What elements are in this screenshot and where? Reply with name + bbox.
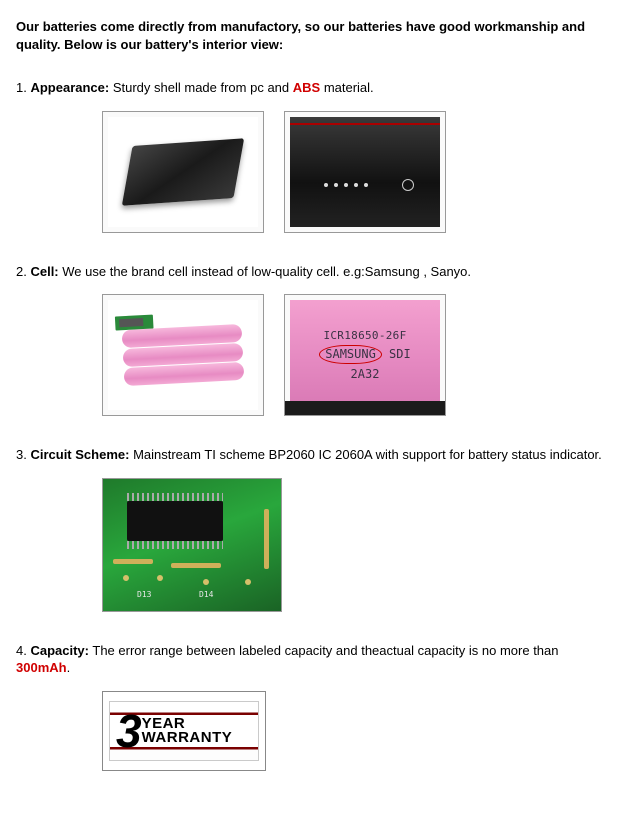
abs-highlight: ABS <box>293 80 320 95</box>
warranty-number: 3 <box>110 708 140 754</box>
appearance-images <box>16 111 614 233</box>
circuit-text: 3. Circuit Scheme: Mainstream TI scheme … <box>16 446 614 464</box>
silk-d14: D14 <box>199 590 213 601</box>
cell-brand-line: SAMSUNG SDI <box>319 345 410 363</box>
silk-d13: D13 <box>137 590 151 601</box>
num: 2. <box>16 264 30 279</box>
appearance-text: 1. Appearance: Sturdy shell made from pc… <box>16 79 614 97</box>
warranty-badge: 3 YEAR WARRANTY <box>102 691 266 771</box>
samsung-circled: SAMSUNG <box>319 345 382 363</box>
cell-label: Cell: <box>30 264 58 279</box>
sdi-suffix: SDI <box>382 347 411 361</box>
battery-connector-image <box>284 111 446 233</box>
capacity-text: 4. Capacity: The error range between lab… <box>16 642 614 677</box>
chip-icon <box>127 501 223 541</box>
cell-code: ICR18650-26F <box>323 329 406 344</box>
capacity-post: . <box>67 660 71 675</box>
appearance-label: Appearance: <box>30 80 109 95</box>
cells-open-image <box>102 294 264 416</box>
circuit-images: D13 D14 <box>16 478 614 612</box>
circuit-desc: Mainstream TI scheme BP2060 IC 2060A wit… <box>129 447 601 462</box>
samsung-cell-image: ICR18650-26F SAMSUNG SDI 2A32 <box>284 294 446 416</box>
cell-desc: We use the brand cell instead of low-qua… <box>59 264 471 279</box>
capacity-pre: The error range between labeled capacity… <box>89 643 559 658</box>
warranty-word: WARRANTY <box>142 731 233 745</box>
circuit-label: Circuit Scheme: <box>30 447 129 462</box>
appearance-pre: Sturdy shell made from pc and <box>109 80 293 95</box>
circuit-board-image: D13 D14 <box>102 478 282 612</box>
cell-lot: 2A32 <box>351 366 380 382</box>
battery-shell-image <box>102 111 264 233</box>
section-appearance: 1. Appearance: Sturdy shell made from pc… <box>16 79 614 233</box>
capacity-label: Capacity: <box>30 643 89 658</box>
section-capacity: 4. Capacity: The error range between lab… <box>16 642 614 771</box>
num: 1. <box>16 80 30 95</box>
mah-highlight: 300mAh <box>16 660 67 675</box>
num: 3. <box>16 447 30 462</box>
appearance-post: material. <box>320 80 373 95</box>
cell-images: ICR18650-26F SAMSUNG SDI 2A32 <box>16 294 614 416</box>
section-cell: 2. Cell: We use the brand cell instead o… <box>16 263 614 417</box>
cell-text: 2. Cell: We use the brand cell instead o… <box>16 263 614 281</box>
num: 4. <box>16 643 30 658</box>
section-circuit: 3. Circuit Scheme: Mainstream TI scheme … <box>16 446 614 612</box>
intro-text: Our batteries come directly from manufac… <box>16 18 614 53</box>
